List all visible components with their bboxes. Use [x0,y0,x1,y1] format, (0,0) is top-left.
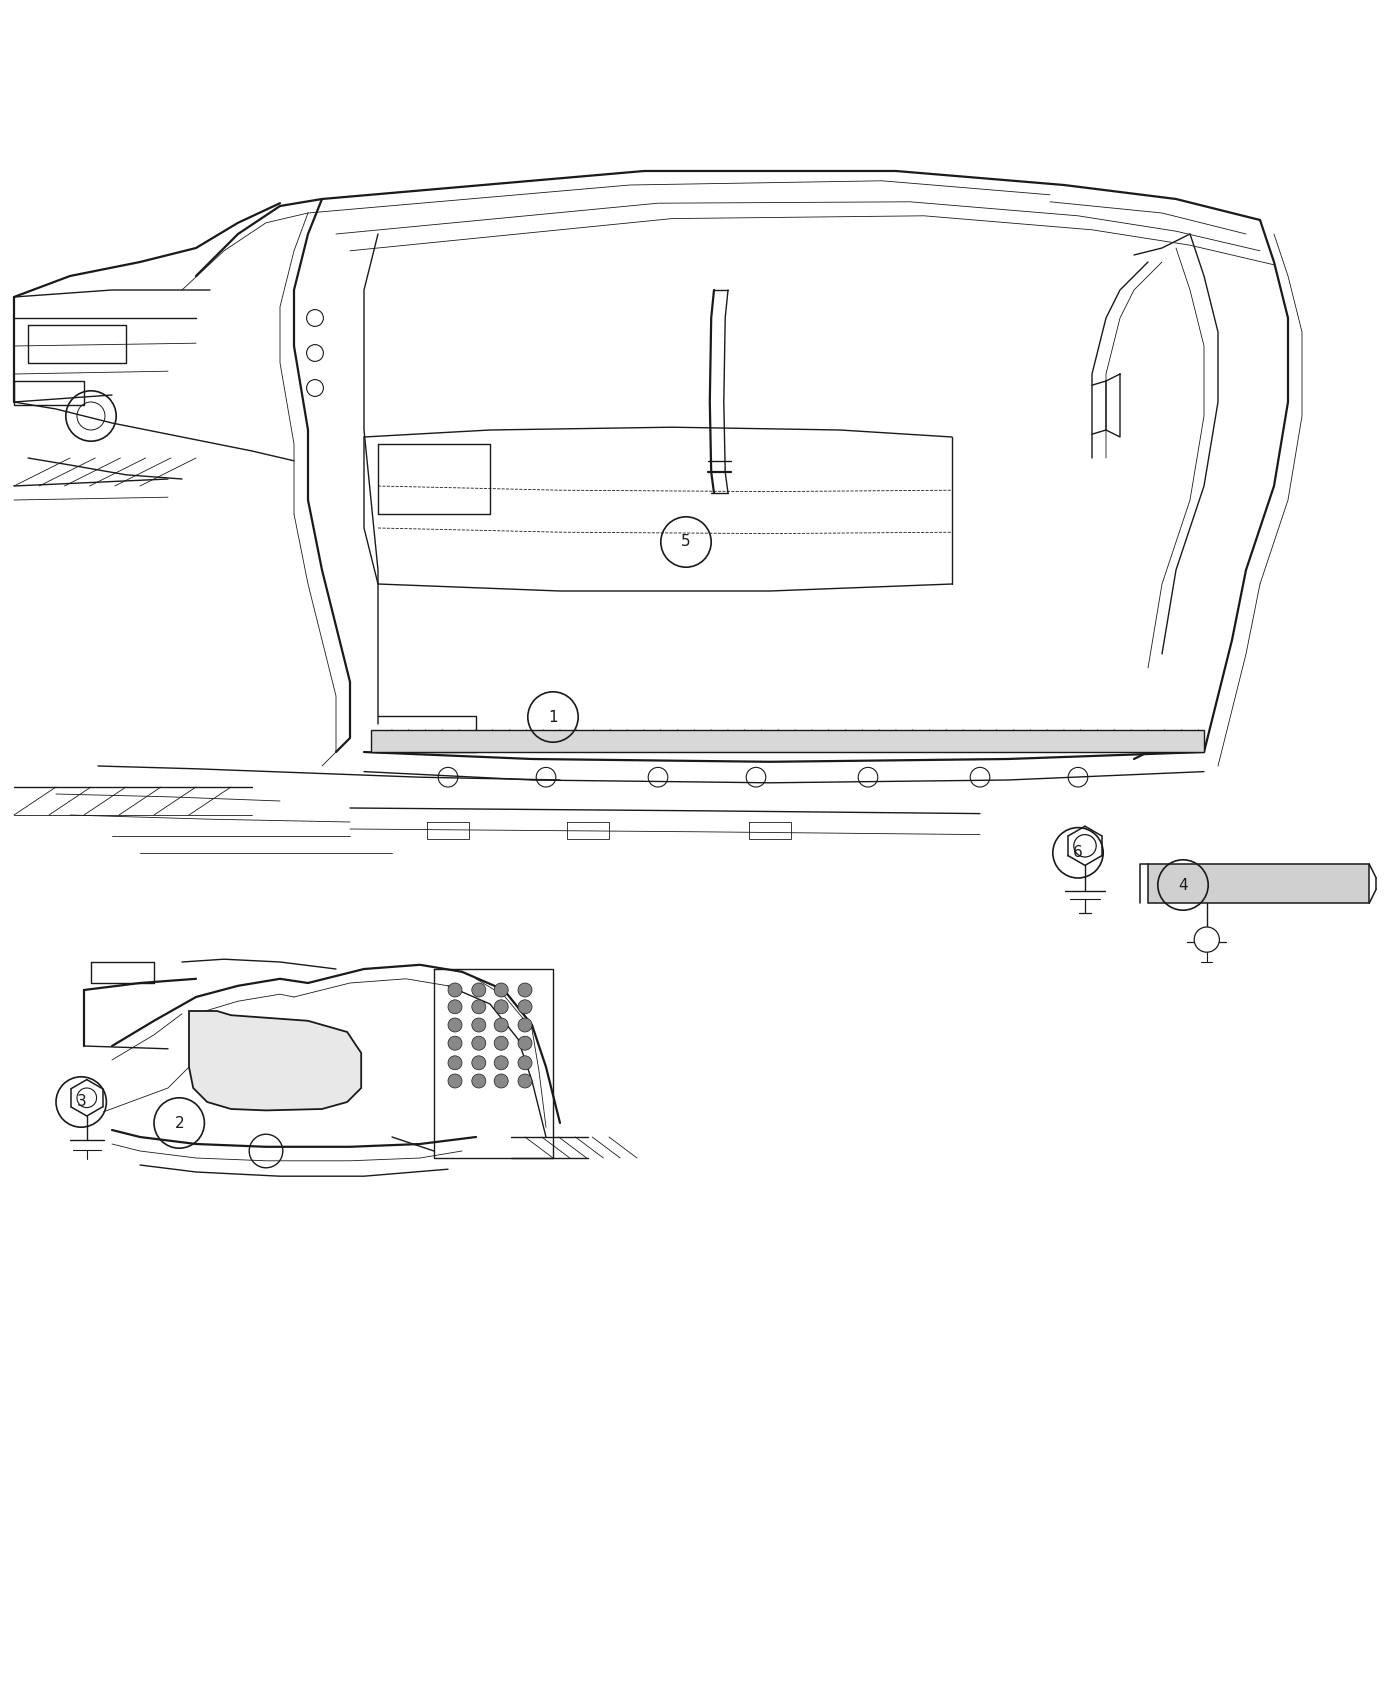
Circle shape [472,983,486,996]
Circle shape [1194,927,1219,952]
Circle shape [518,1074,532,1088]
Circle shape [448,983,462,996]
Circle shape [472,1074,486,1088]
Circle shape [448,1037,462,1051]
Circle shape [494,1074,508,1088]
Circle shape [472,1056,486,1069]
Circle shape [448,1018,462,1032]
Circle shape [494,1056,508,1069]
Circle shape [518,1000,532,1013]
Circle shape [518,1018,532,1032]
Circle shape [518,983,532,996]
Circle shape [494,1037,508,1051]
Text: 5: 5 [682,534,690,549]
Circle shape [448,1056,462,1069]
Circle shape [494,983,508,996]
Text: 3: 3 [77,1095,85,1110]
Text: 2: 2 [175,1115,183,1130]
Circle shape [518,1037,532,1051]
Circle shape [472,1018,486,1032]
Circle shape [494,1000,508,1013]
Bar [371,729,1204,751]
Circle shape [472,1000,486,1013]
Text: 1: 1 [549,709,557,724]
Circle shape [77,1088,97,1108]
Text: 4: 4 [1179,877,1187,893]
Text: 6: 6 [1074,845,1082,860]
Circle shape [448,1000,462,1013]
Circle shape [448,1074,462,1088]
Circle shape [472,1037,486,1051]
Bar [1148,864,1369,903]
Circle shape [518,1056,532,1069]
Circle shape [494,1018,508,1032]
Polygon shape [189,1012,361,1110]
